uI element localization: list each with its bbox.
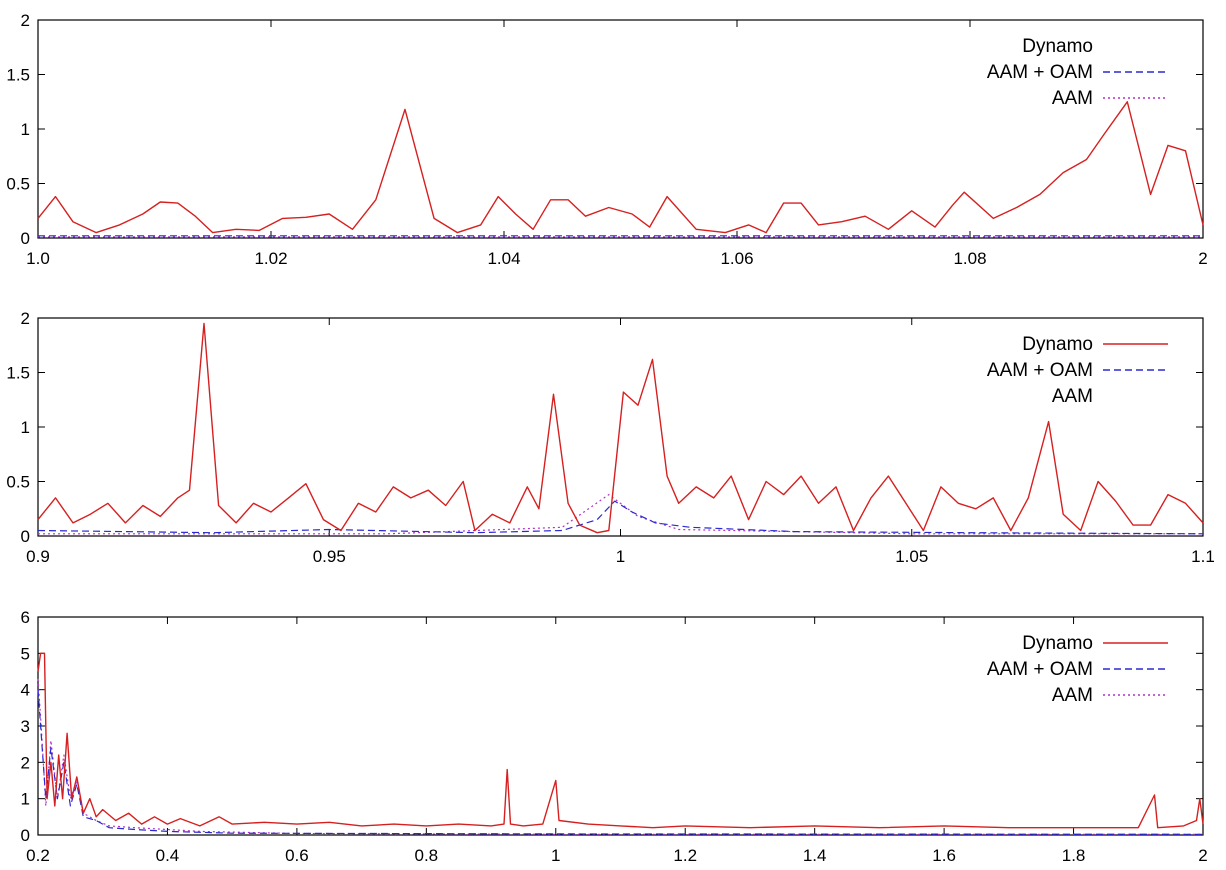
legend-label: AAM + OAM [987,360,1093,381]
legend: Dynamo AAM + OAM AAM [987,334,1168,407]
x-tick-label: 1.4 [803,846,827,865]
series-line-aam-oam [37,689,1204,835]
y-tick-label: 0.5 [6,175,30,194]
panel-bottom: 0.2 0.4 0.6 0.8 1 1.2 1.4 1.6 1.8 2 0 1 2 3 4 5 6 Dynamo A… [21,608,1208,865]
y-tick-label: 1 [21,418,30,437]
y-tick-label: 2 [21,11,30,30]
series-line-aam [37,678,1203,835]
x-tick-label: 1.08 [953,249,986,268]
x-tick-label: 1.04 [487,249,520,268]
y-tick-label: 2 [21,753,30,772]
y-tick-label: 1 [21,120,30,139]
series-line-dynamo [37,322,1204,534]
y-tick-label: 0 [21,527,30,546]
x-tick-label: 1 [551,846,560,865]
legend-label: AAM [1052,386,1093,407]
legend-label: Dynamo [1022,334,1093,355]
x-tick-label: 1.2 [673,846,697,865]
y-tick-label: 6 [21,608,30,627]
y-tick-label: 1 [21,790,30,809]
legend: Dynamo AAM + OAM AAM [987,36,1168,109]
panel-middle: 0.9 0.95 1 1.05 1.1 0 0.5 1 1.5 2 Dynamo AAM + OAM A… [6,309,1214,566]
series-line-aam-oam [37,500,1204,535]
legend-label: AAM [1052,685,1093,706]
x-tick-label: 1.05 [895,547,928,566]
x-tick-label: 1 [616,547,625,566]
x-tick-label: 2 [1198,249,1207,268]
legend-label: Dynamo [1022,36,1093,57]
series-line-dynamo [37,101,1204,234]
panel-top: 1.0 1.02 1.04 1.06 1.08 2 0 0.5 1 1.5 2 Dynamo AAM +… [6,11,1207,268]
y-tick-label: 0 [21,826,30,845]
x-tick-label: 0.4 [156,846,180,865]
y-tick-label: 5 [21,644,30,663]
x-tick-label: 1.06 [720,249,753,268]
y-tick-label: 0 [21,229,30,248]
y-tick-label: 2 [21,309,30,328]
x-tick-label: 1.6 [932,846,956,865]
series-line-aam [38,494,1203,535]
x-tick-label: 0.6 [285,846,309,865]
legend: Dynamo AAM + OAM AAM [987,633,1168,706]
x-tick-label: 0.8 [415,846,439,865]
x-tick-label: 2 [1198,846,1207,865]
x-tick-label: 0.2 [26,846,50,865]
series-line-dynamo [37,652,1204,829]
legend-label: Dynamo [1022,633,1093,654]
y-tick-label: 4 [21,681,30,700]
x-tick-label: 0.9 [26,547,50,566]
x-tick-label: 1.1 [1191,547,1215,566]
y-tick-label: 3 [21,717,30,736]
legend-label: AAM [1052,88,1093,109]
y-tick-label: 0.5 [6,473,30,492]
x-tick-label: 1.0 [26,249,50,268]
legend-label: AAM + OAM [987,62,1093,83]
y-tick-label: 1.5 [6,66,30,85]
x-tick-label: 1.8 [1062,846,1086,865]
legend-label: AAM + OAM [987,659,1093,680]
y-tick-label: 1.5 [6,364,30,383]
x-tick-label: 1.02 [254,249,287,268]
x-tick-label: 0.95 [313,547,346,566]
